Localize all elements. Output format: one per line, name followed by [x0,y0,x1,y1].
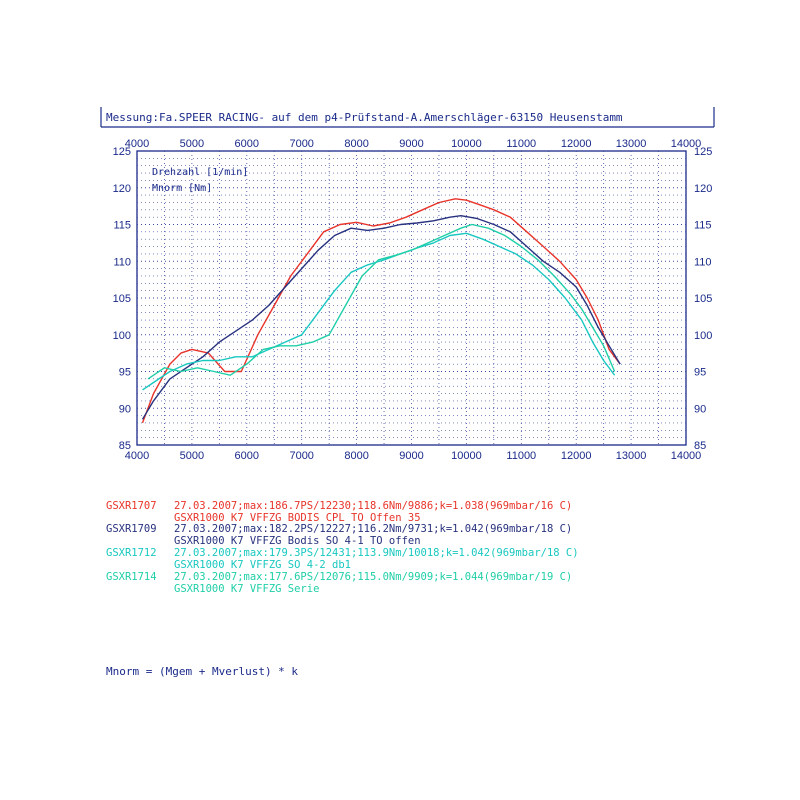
x-tick-label-top: 9000 [399,138,423,150]
legend-description: GSXR1000 K7 VFFZG SO 4-2 db1 [174,559,351,571]
x-tick-label-bottom: 5000 [180,450,204,462]
y-tick-label-right: 100 [694,330,712,342]
y-tick-label-right: 90 [694,403,706,415]
series-line-gsxr1707 [141,198,621,424]
series-line-gsxr1712 [142,232,616,391]
y-tick-label-left: 110 [113,256,131,268]
x-tick-label-bottom: 7000 [289,450,313,462]
x-tick-label-top: 6000 [235,138,259,150]
x-tick-label-top: 7000 [289,138,313,150]
x-tick-label-bottom: 4000 [125,450,149,462]
legend-id-gsxr1712: GSXR1712 [106,547,157,559]
y-tick-label-left: 85 [119,440,131,452]
x-tick-label-bottom: 12000 [561,450,592,462]
y-tick-label-left: 125 [113,146,131,158]
legend-detail: 27.03.2007;max:182.2PS/12227;116.2Nm/973… [174,523,572,535]
y-tick-label-left: 120 [113,183,131,195]
x-tick-label-bottom: 8000 [344,450,368,462]
x-tick-label-top: 14000 [671,138,702,150]
y-axis-right: 85 90 95 100 105 110 115 120 125 [694,146,712,452]
x-tick-label-top: 12000 [561,138,592,150]
series-line-gsxr1714 [147,223,616,380]
legend-id-gsxr1709: GSXR1709 [106,523,157,535]
x-axis-bottom: 4000 5000 6000 7000 8000 9000 10000 11000 12000 1… [125,450,702,462]
plot-area: 4000 5000 6000 7000 8000 9000 10000 11000 12000 1… [113,138,713,462]
y-tick-label-right: 115 [694,220,712,232]
series-line-gsxr1709 [141,214,621,420]
y-tick-label-left: 105 [113,293,131,305]
y-tick-label-right: 125 [694,146,712,158]
x-tick-label-bottom: 13000 [616,450,647,462]
legend-description: GSXR1000 K7 VFFZG Serie [174,583,319,595]
header-box: Messung:Fa.SPEER RACING- auf dem p4-Prüf… [100,107,715,128]
x-tick-label-bottom: 14000 [671,450,702,462]
legend-id-gsxr1707: GSXR1707 [106,500,157,512]
x-tick-label-bottom: 9000 [399,450,423,462]
y-tick-label-left: 90 [119,403,131,415]
legend-id-gsxr1714: GSXR1714 [106,571,157,583]
x-tick-label-top: 13000 [616,138,647,150]
x-tick-label-bottom: 6000 [235,450,259,462]
y-tick-label-left: 100 [113,330,131,342]
x-tick-label-bottom: 10000 [451,450,482,462]
y-tick-label-right: 120 [694,183,712,195]
y-tick-label-right: 105 [694,293,712,305]
series-lines [141,198,621,424]
measurement-header: Messung:Fa.SPEER RACING- auf dem p4-Prüf… [106,111,623,124]
x-tick-label-top: 8000 [344,138,368,150]
grid [137,151,686,445]
legend-description: GSXR1000 K7 VFFZG BODIS CPL TO Offen 35 [174,512,421,524]
y-tick-label-right: 95 [694,367,706,379]
y-tick-label-right: 110 [694,256,712,268]
y-tick-label-left: 95 [119,367,131,379]
torque-axis-label: Mnorm [Nm] [152,183,212,194]
x-tick-label-bottom: 11000 [506,450,536,462]
legend-detail: 27.03.2007;max:179.3PS/12431;113.9Nm/100… [174,547,579,559]
formula: Mnorm = (Mgem + Mverlust) * k [106,665,298,678]
legend: GSXR1707 27.03.2007;max:186.7PS/12230;118… [106,500,579,595]
x-tick-label-top: 5000 [180,138,204,150]
rpm-axis-label: Drehzahl [1/min] [152,167,248,178]
y-tick-label-left: 115 [113,220,131,232]
legend-description: GSXR1000 K7 VFFZG Bodis SO 4-1 TO offen [174,535,421,547]
x-tick-label-top: 10000 [451,138,482,150]
x-tick-label-top: 11000 [506,138,536,150]
legend-detail: 27.03.2007;max:177.6PS/12076;115.0Nm/990… [174,571,572,583]
y-tick-label-right: 85 [694,440,706,452]
x-tick-label-top: 4000 [125,138,149,150]
x-axis-top: 4000 5000 6000 7000 8000 9000 10000 11000 12000 1… [125,138,702,150]
legend-detail: 27.03.2007;max:186.7PS/12230;118.6Nm/988… [174,500,572,512]
y-axis-left: 85 90 95 100 105 110 115 120 125 [113,146,131,452]
